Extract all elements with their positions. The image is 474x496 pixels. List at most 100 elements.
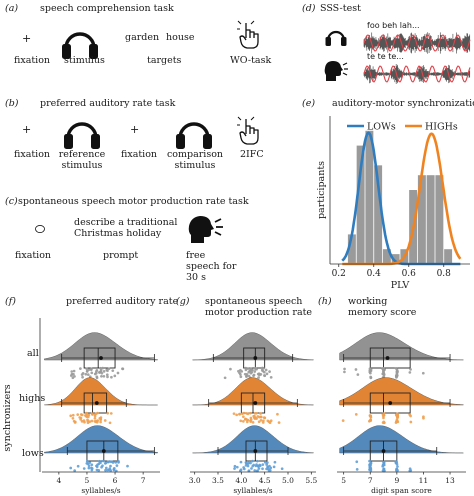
data-point-all [382,373,386,377]
circle-fixation-icon [35,224,45,234]
caption-prompt: prompt [103,250,139,261]
data-point-highs [241,420,245,423]
violin-all [192,332,314,361]
data-point-highs [269,419,273,423]
box-highs [369,392,411,414]
data-point-all [107,367,111,371]
data-point-lows [111,461,115,464]
data-point-lows [251,464,255,468]
caption-2ifc: 2IFC [240,149,264,160]
panel-e-title: auditory-motor synchronization [332,98,474,109]
speak-envelope-sine [363,65,471,83]
data-point-all [381,367,384,370]
data-point-lows [109,469,113,472]
data-point-lows [106,468,109,472]
data-point-highs [80,413,84,417]
data-point-all [121,367,125,371]
x-axis-label: syllables/s [233,486,272,495]
data-point-highs [395,416,399,420]
data-point-highs [259,412,262,415]
caption-comparison-stimulus: comparison stimulus [166,149,224,171]
data-point-highs [86,415,90,419]
data-point-lows [87,464,91,468]
data-point-lows [396,469,399,472]
data-point-highs [422,416,425,420]
mean-point-highs [253,401,258,405]
data-point-highs [71,416,75,420]
data-point-all [87,368,91,371]
data-point-all [100,374,103,378]
caption-fixation: fixation [121,149,158,160]
data-point-lows [266,461,269,464]
data-point-lows [273,460,277,464]
data-point-all [90,371,94,375]
data-point-highs [84,414,87,417]
violin-all [339,332,464,361]
data-point-all [84,372,88,376]
data-point-lows [95,468,99,472]
y-axis-label: participants [316,161,327,219]
data-point-highs [90,419,94,423]
x-tick-label: 9 [394,476,399,485]
data-point-lows [280,467,284,471]
data-point-all [343,367,346,371]
data-point-lows [106,460,110,464]
data-point-highs [80,420,84,423]
mean-point-highs [388,401,393,405]
data-point-highs [76,413,80,416]
data-point-lows [251,459,254,463]
data-point-highs [85,412,89,416]
data-point-lows [409,469,413,472]
data-point-all [249,367,253,370]
data-point-all [252,373,256,377]
data-point-all [71,376,75,380]
data-point-highs [249,418,253,422]
x-tick-label: 4 [56,476,61,485]
histogram-bar [374,165,383,264]
data-point-lows [82,467,86,470]
panel-h-label: (h) [318,296,332,307]
x-axis-label: PLV [391,280,410,291]
data-point-lows [246,464,250,468]
data-point-lows [114,461,118,464]
violin-highs [339,377,464,406]
data-point-all [256,372,260,376]
data-point-highs [266,419,270,423]
data-point-all [354,368,358,371]
panel-d-title: SSS-test [320,3,361,14]
mean-point-lows [253,449,258,453]
data-point-all [343,370,346,374]
panel-a-label: (a) [5,3,19,14]
caption-wo-task: WO-task [230,55,272,66]
data-point-lows [104,466,108,470]
data-point-highs [235,413,239,417]
data-point-all [105,373,109,377]
x-tick-label: 0.6 [402,269,417,279]
x-tick-label: 4.0 [235,476,247,485]
x-tick-label: 7 [141,476,146,485]
data-point-all [249,371,253,375]
data-point-all [72,369,76,373]
data-point-lows [272,465,276,469]
x-tick-label: 7 [368,476,373,485]
histogram-bar [365,130,374,264]
prompt-text: describe a traditional Christmas holiday [74,217,178,239]
data-point-lows [355,468,359,471]
data-point-lows [112,467,116,471]
x-axis-label: digit span score [371,486,432,495]
data-point-all [101,366,105,370]
x-tick-label: 5 [85,476,90,485]
data-point-lows [239,469,242,473]
data-point-highs [240,412,244,416]
data-point-all [263,374,266,377]
data-point-lows [109,464,112,468]
data-point-lows [69,466,73,470]
data-point-all [265,372,269,376]
data-point-all [85,369,89,373]
data-point-lows [239,460,243,464]
caption-fixation: fixation [15,250,52,261]
data-point-all [95,370,98,373]
data-point-highs [248,411,252,415]
data-point-all [81,375,84,379]
